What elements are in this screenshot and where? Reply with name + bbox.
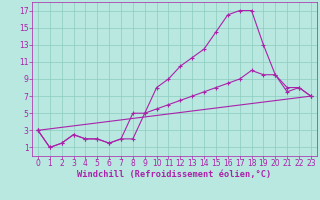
X-axis label: Windchill (Refroidissement éolien,°C): Windchill (Refroidissement éolien,°C) [77,170,272,179]
